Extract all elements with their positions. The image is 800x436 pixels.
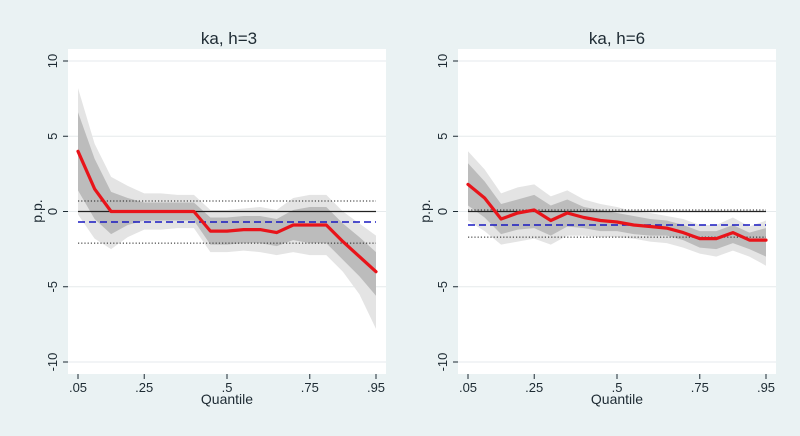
x-tick-label: .95 <box>367 380 385 395</box>
estimate-line <box>76 149 378 274</box>
x-axis-title: Quantile <box>591 391 643 407</box>
x-tick-label: .75 <box>301 380 319 395</box>
panel-h3: ka, h=3 10 5 0 -5 -10 .05 .25 .5 .75 .95 p.p. Qu… <box>29 29 386 407</box>
y-tick-label: 5 <box>435 133 450 140</box>
y-tick-label: 0 <box>45 208 60 215</box>
x-tick-label: .05 <box>69 380 87 395</box>
x-tick-label: .25 <box>525 380 543 395</box>
x-tick-label: .05 <box>459 380 477 395</box>
y-tick-label: -5 <box>435 281 450 293</box>
inner-confidence-band <box>78 112 376 296</box>
y-axis-title: p.p. <box>417 199 433 222</box>
x-axis-title: Quantile <box>201 391 253 407</box>
y-axis-title: p.p. <box>29 199 45 222</box>
x-tick-label: .5 <box>222 380 233 395</box>
y-tick-label: 10 <box>45 54 60 68</box>
inner-confidence-band <box>468 163 766 257</box>
chart-title: ka, h=6 <box>589 29 645 48</box>
x-tick-label: .25 <box>135 380 153 395</box>
y-tick-label: -5 <box>45 281 60 293</box>
estimate-line <box>466 182 768 242</box>
y-tick-label: 10 <box>435 54 450 68</box>
y-tick-label: -10 <box>45 353 60 372</box>
x-tick-label: .95 <box>757 380 775 395</box>
y-tick-label: -10 <box>435 353 450 372</box>
panel-h6: ka, h=6 10 5 0 -5 -10 .05 .25 .5 .75 .95 p.p. Qu… <box>417 29 776 407</box>
x-tick-label: .5 <box>612 380 623 395</box>
chart-title: ka, h=3 <box>201 29 257 48</box>
x-tick-label: .75 <box>691 380 709 395</box>
y-tick-label: 0 <box>435 208 450 215</box>
y-tick-label: 5 <box>45 133 60 140</box>
